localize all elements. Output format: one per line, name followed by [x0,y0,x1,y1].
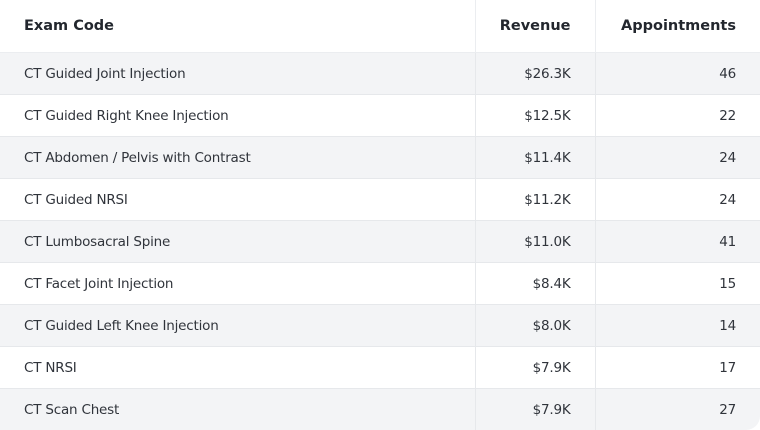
cell-appointments: 17 [595,346,760,389]
cell-appointments: 14 [595,304,760,347]
table-row[interactable]: CT Guided Left Knee Injection $8.0K 14 [0,304,760,347]
header-appointments[interactable]: Appointments [595,0,760,53]
table-row[interactable]: CT Guided Joint Injection $26.3K 46 [0,52,760,95]
cell-appointments: 27 [719,401,736,418]
table-row[interactable]: CT Facet Joint Injection $8.4K 15 [0,262,760,305]
cell-appointments: 24 [595,136,760,179]
cell-revenue: $8.0K [475,304,596,347]
cell-exam-code: CT Guided Right Knee Injection [0,94,476,137]
table-row[interactable]: CT Abdomen / Pelvis with Contrast $11.4K 2… [0,136,760,179]
cell-revenue: $7.9K [475,346,596,389]
table-row[interactable]: CT NRSI $7.9K 17 [0,346,760,389]
table-row[interactable]: CT Guided NRSI $11.2K 24 [0,178,760,221]
cell-exam-code: CT Facet Joint Injection [0,262,476,305]
cell-revenue: $11.4K [475,136,596,179]
cell-revenue: $8.4K [475,262,596,305]
cell-revenue: $11.0K [475,220,596,263]
cell-revenue: $26.3K [475,52,596,95]
table-row[interactable]: CT Lumbosacral Spine $11.0K 41 [0,220,760,263]
cell-exam-code: CT Guided NRSI [0,178,476,221]
header-exam-code[interactable]: Exam Code [0,0,476,53]
cell-appointments: 41 [595,220,760,263]
cell-exam-code: CT Scan Chest [0,388,476,430]
cell-exam-code: CT NRSI [0,346,476,389]
cell-exam-code: CT Guided Joint Injection [0,52,476,95]
table-row[interactable]: CT Scan Chest $7.9K 27 [0,388,760,430]
cell-appointments: 15 [595,262,760,305]
table-header-row: Exam Code Revenue Appointments [0,0,760,53]
cell-exam-code: CT Lumbosacral Spine [0,220,476,263]
cell-revenue: $11.2K [475,178,596,221]
cell-appointments: 46 [595,52,760,95]
table-row[interactable]: CT Guided Right Knee Injection $12.5K 22 [0,94,760,137]
cell-revenue: $7.9K [475,388,596,430]
cell-appointments: 24 [595,178,760,221]
header-revenue[interactable]: Revenue [475,0,596,53]
cell-revenue: $12.5K [475,94,596,137]
cell-appointments: 22 [595,94,760,137]
cell-exam-code: CT Abdomen / Pelvis with Contrast [0,136,476,179]
cell-exam-code: CT Guided Left Knee Injection [0,304,476,347]
